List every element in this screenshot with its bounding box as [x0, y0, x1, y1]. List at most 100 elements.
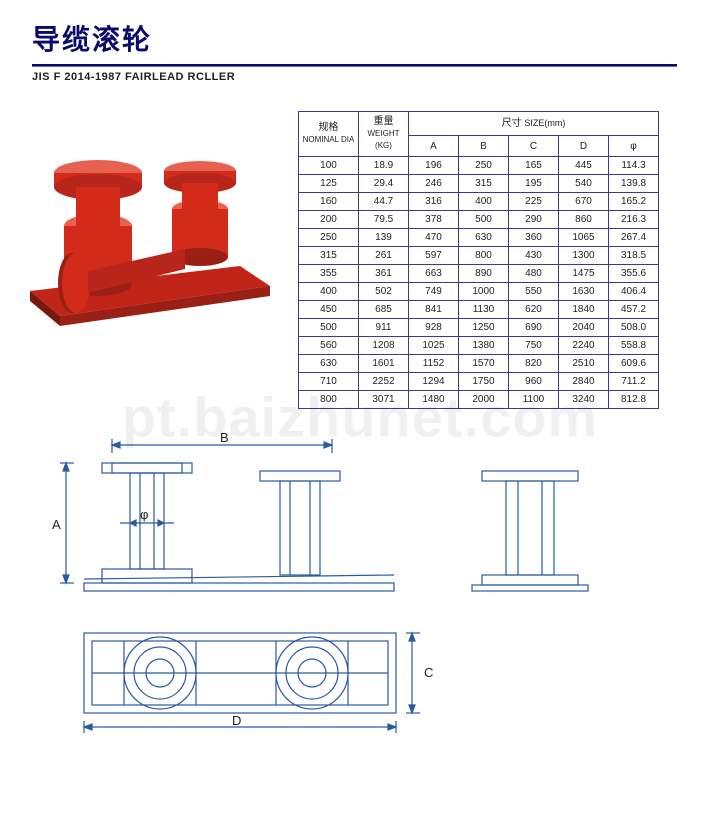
- th-C: C: [509, 136, 559, 157]
- table-cell: 928: [409, 319, 459, 337]
- table-cell: 315: [459, 175, 509, 193]
- table-row: 3152615978004301300318.5: [299, 247, 659, 265]
- table-cell: 457.2: [609, 301, 659, 319]
- th-D: D: [559, 136, 609, 157]
- table-cell: 316: [409, 193, 459, 211]
- table-cell: 246: [409, 175, 459, 193]
- table-cell: 100: [299, 157, 359, 175]
- table-cell: 44.7: [359, 193, 409, 211]
- table-cell: 165: [509, 157, 559, 175]
- table-cell: 139: [359, 229, 409, 247]
- table-cell: 1025: [409, 337, 459, 355]
- title-underline: [32, 64, 677, 67]
- table-cell: 911: [359, 319, 409, 337]
- table-cell: 315: [299, 247, 359, 265]
- table-cell: 560: [299, 337, 359, 355]
- table-cell: 620: [509, 301, 559, 319]
- table-cell: 609.6: [609, 355, 659, 373]
- table-cell: 1570: [459, 355, 509, 373]
- table-cell: 139.8: [609, 175, 659, 193]
- table-cell: 812.8: [609, 391, 659, 409]
- dim-label-phi: φ: [140, 507, 148, 522]
- dim-label-D: D: [232, 713, 241, 728]
- table-cell: 29.4: [359, 175, 409, 193]
- table-cell: 1300: [559, 247, 609, 265]
- table-cell: 890: [459, 265, 509, 283]
- table-row: 10018.9196250165445114.3: [299, 157, 659, 175]
- table-cell: 18.9: [359, 157, 409, 175]
- table-cell: 195: [509, 175, 559, 193]
- table-cell: 160: [299, 193, 359, 211]
- table-cell: 250: [299, 229, 359, 247]
- table-cell: 267.4: [609, 229, 659, 247]
- table-cell: 670: [559, 193, 609, 211]
- dim-label-C: C: [424, 665, 433, 680]
- table-cell: 1480: [409, 391, 459, 409]
- table-cell: 480: [509, 265, 559, 283]
- table-cell: 1630: [559, 283, 609, 301]
- th-phi: φ: [609, 136, 659, 157]
- table-cell: 2510: [559, 355, 609, 373]
- table-cell: 261: [359, 247, 409, 265]
- table-cell: 500: [299, 319, 359, 337]
- table-cell: 250: [459, 157, 509, 175]
- table-cell: 470: [409, 229, 459, 247]
- dim-label-B: B: [220, 433, 229, 445]
- table-row: 5601208102513807502240558.8: [299, 337, 659, 355]
- table-cell: 196: [409, 157, 459, 175]
- table-cell: 216.3: [609, 211, 659, 229]
- table-cell: 597: [409, 247, 459, 265]
- spec-table: 规格 NOMINAL DIA 重量 WEIGHT (KG) 尺寸 SIZE(mm…: [298, 111, 659, 409]
- th-weight: 重量 WEIGHT (KG): [359, 112, 409, 157]
- table-cell: 165.2: [609, 193, 659, 211]
- table-cell: 1380: [459, 337, 509, 355]
- table-row: 80030711480200011003240812.8: [299, 391, 659, 409]
- table-cell: 711.2: [609, 373, 659, 391]
- table-cell: 558.8: [609, 337, 659, 355]
- table-cell: 1475: [559, 265, 609, 283]
- table-cell: 960: [509, 373, 559, 391]
- table-cell: 114.3: [609, 157, 659, 175]
- table-cell: 3240: [559, 391, 609, 409]
- table-cell: 360: [509, 229, 559, 247]
- table-cell: 200: [299, 211, 359, 229]
- table-cell: 2252: [359, 373, 409, 391]
- table-cell: 400: [459, 193, 509, 211]
- th-size: 尺寸 SIZE(mm): [409, 112, 659, 136]
- table-cell: 290: [509, 211, 559, 229]
- table-cell: 1208: [359, 337, 409, 355]
- table-cell: 2040: [559, 319, 609, 337]
- table-cell: 355.6: [609, 265, 659, 283]
- table-cell: 318.5: [609, 247, 659, 265]
- table-row: 2501394706303601065267.4: [299, 229, 659, 247]
- table-cell: 450: [299, 301, 359, 319]
- table-cell: 508.0: [609, 319, 659, 337]
- table-row: 6301601115215708202510609.6: [299, 355, 659, 373]
- table-row: 16044.7316400225670165.2: [299, 193, 659, 211]
- technical-diagram: B A φ C D: [0, 433, 720, 733]
- table-row: 20079.5378500290860216.3: [299, 211, 659, 229]
- table-row: 40050274910005501630406.4: [299, 283, 659, 301]
- table-cell: 800: [459, 247, 509, 265]
- th-A: A: [409, 136, 459, 157]
- table-cell: 750: [509, 337, 559, 355]
- product-image: [10, 111, 290, 341]
- table-cell: 400: [299, 283, 359, 301]
- table-row: 3553616638904801475355.6: [299, 265, 659, 283]
- table-cell: 1750: [459, 373, 509, 391]
- table-cell: 1840: [559, 301, 609, 319]
- table-cell: 79.5: [359, 211, 409, 229]
- page-title-cn: 导缆滚轮: [32, 18, 720, 58]
- table-cell: 1065: [559, 229, 609, 247]
- table-cell: 749: [409, 283, 459, 301]
- table-cell: 2840: [559, 373, 609, 391]
- table-cell: 1152: [409, 355, 459, 373]
- table-cell: 820: [509, 355, 559, 373]
- table-cell: 690: [509, 319, 559, 337]
- table-cell: 1000: [459, 283, 509, 301]
- table-cell: 406.4: [609, 283, 659, 301]
- table-cell: 1100: [509, 391, 559, 409]
- table-cell: 550: [509, 283, 559, 301]
- table-cell: 2240: [559, 337, 609, 355]
- table-cell: 685: [359, 301, 409, 319]
